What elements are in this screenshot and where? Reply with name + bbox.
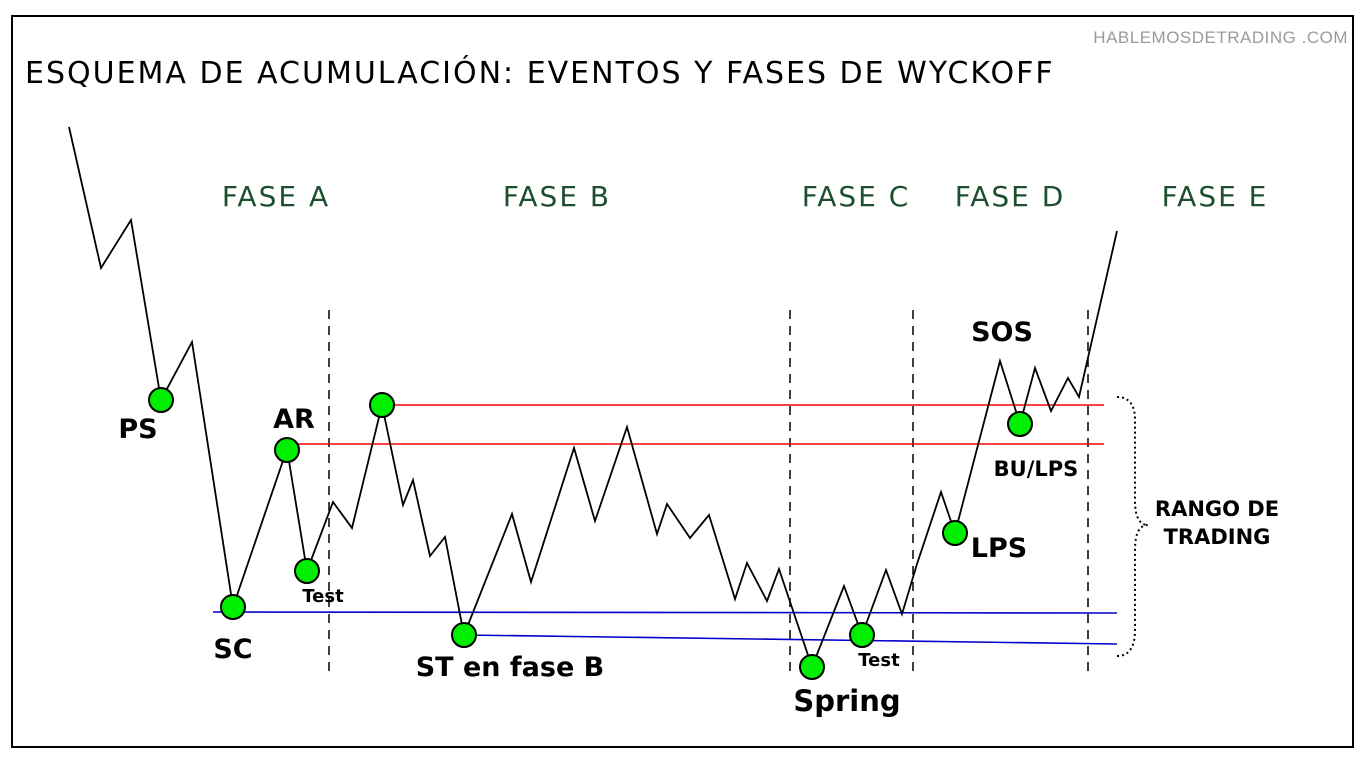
diagram-title: ESQUEMA DE ACUMULACIÓN: EVENTOS Y FASES …: [25, 56, 1055, 91]
phase-e-label: FASE E: [1162, 180, 1269, 213]
ps-marker: [148, 387, 174, 413]
st-high-marker: [369, 392, 395, 418]
ar-marker: [274, 437, 300, 463]
test-marker-phase-c: [849, 622, 875, 648]
sos-label: SOS: [971, 317, 1033, 348]
diagram-frame: [11, 15, 1354, 748]
st-phase-b-label: ST en fase B: [416, 652, 605, 683]
test-marker-phase-a: [294, 558, 320, 584]
range-label-line-2: TRADING: [1164, 525, 1271, 549]
lps-marker: [942, 520, 968, 546]
phase-b-label: FASE B: [503, 180, 611, 213]
st-phase-b-marker: [451, 622, 477, 648]
spring-marker: [799, 654, 825, 680]
test-label-phase-a: Test: [302, 586, 344, 607]
range-label-line-1: RANGO DE: [1155, 497, 1279, 521]
phase-d-label: FASE D: [955, 180, 1066, 213]
phase-c-label: FASE C: [802, 180, 911, 213]
sc-marker: [220, 594, 246, 620]
support-line: [212, 611, 1118, 614]
lps-label: LPS: [971, 533, 1027, 564]
bu-lps-marker: [1007, 411, 1033, 437]
spring-label: Spring: [793, 684, 900, 718]
phase-a-label: FASE A: [222, 180, 330, 213]
sc-label: SC: [213, 634, 252, 665]
bu-lps-label: BU/LPS: [994, 457, 1079, 481]
support-line-secondary: [463, 634, 1118, 645]
ar-label: AR: [273, 404, 315, 435]
test-label-phase-c: Test: [858, 650, 900, 671]
trading-range-brace: [1116, 396, 1149, 657]
watermark: HABLEMOSDETRADING .COM: [1093, 28, 1348, 47]
ps-label: PS: [118, 414, 157, 445]
